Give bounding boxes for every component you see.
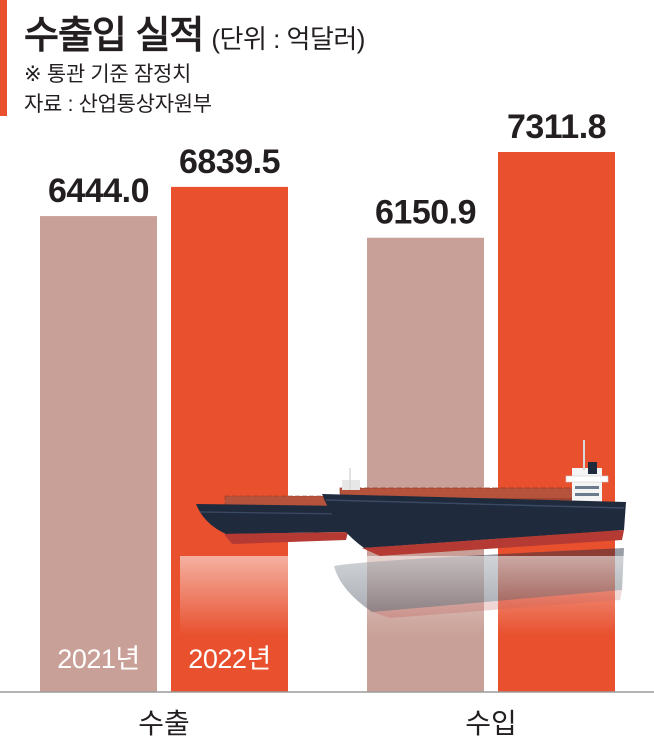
category-label-1: 수입: [465, 708, 517, 739]
container-ship-icon: [180, 440, 640, 636]
data-label-0-0: 6444.0: [48, 172, 149, 210]
footnote: ※ 통관 기준 잠정치: [24, 63, 192, 86]
data-label-0-1: 6839.5: [179, 143, 280, 181]
category-label-0: 수출: [138, 708, 190, 739]
unit-label: (단위 : 억달러): [211, 24, 365, 54]
accent-bar: [0, 0, 7, 116]
ship-rear: [196, 495, 350, 544]
data-label-1-1: 7311.8: [507, 108, 606, 146]
legend-label-1: 2022년: [188, 644, 270, 674]
legend-label-0: 2021년: [57, 644, 139, 674]
bar-0-0: [40, 216, 157, 692]
data-label-1-0: 6150.9: [375, 194, 476, 232]
source-label: 자료 : 산업통상자원부: [24, 93, 212, 116]
title-row: 수출입 실적 (단위 : 억달러): [24, 4, 365, 59]
ship-front: [322, 440, 626, 556]
chart-title: 수출입 실적: [24, 15, 204, 57]
